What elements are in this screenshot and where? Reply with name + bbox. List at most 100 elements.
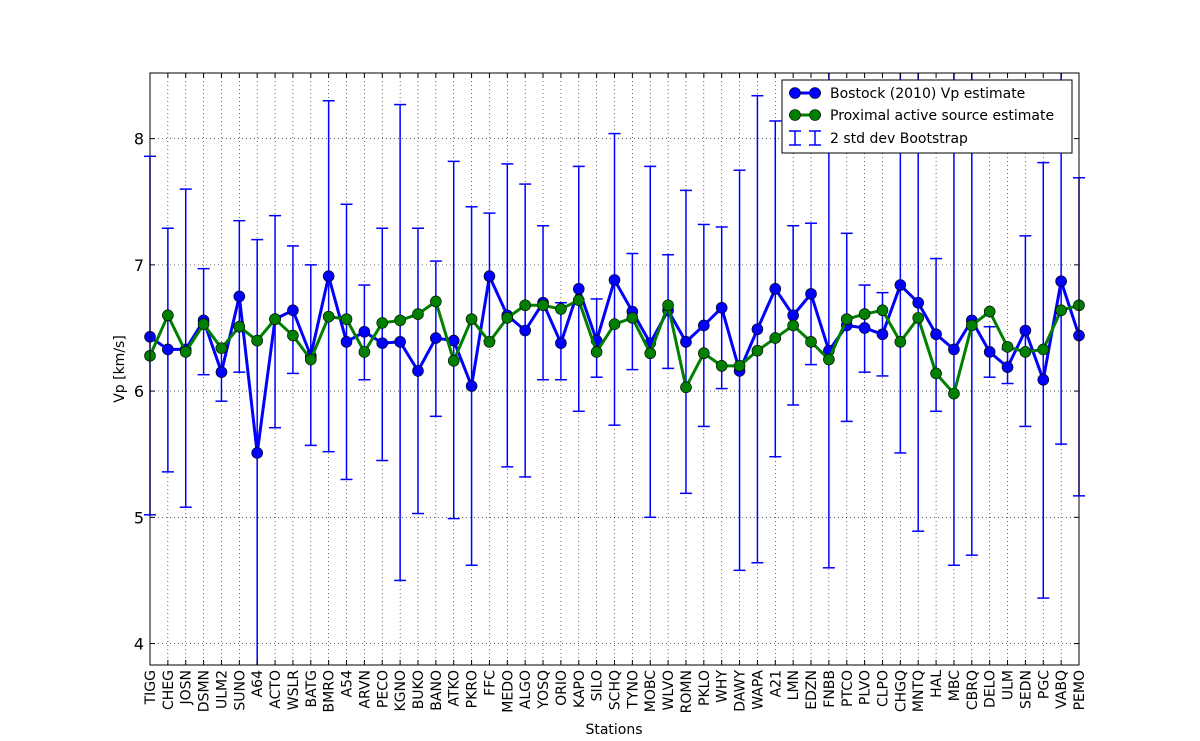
proximal-point — [215, 342, 228, 354]
bostock-point — [215, 366, 228, 378]
proximal-point — [304, 353, 317, 366]
proximal-point — [823, 353, 835, 366]
bostock-point — [394, 336, 406, 348]
proximal-point — [876, 304, 889, 317]
x-tick-label: CBRQ — [965, 670, 981, 710]
x-tick-label: FNBB — [822, 670, 838, 708]
bostock-point — [715, 301, 728, 314]
bostock-point — [340, 336, 353, 348]
proximal-point — [858, 308, 871, 320]
x-tick-label: ACTO — [268, 670, 284, 709]
x-tick-label: CHGQ — [893, 670, 909, 712]
proximal-point — [662, 299, 674, 312]
x-tick-label: KGNO — [393, 670, 409, 712]
x-tick-label: A54 — [340, 670, 356, 697]
y-tick-label: 8 — [134, 130, 144, 149]
x-tick-label: YOSQ — [536, 670, 552, 710]
bostock-point — [287, 304, 299, 317]
x-tick-label: DAWY — [733, 670, 749, 712]
proximal-point — [644, 347, 657, 360]
bostock-point — [572, 283, 585, 295]
x-tick-label: JOSN — [179, 670, 195, 706]
x-tick-label: SCHQ — [608, 670, 624, 710]
series-layer — [144, 270, 1085, 459]
x-tick-label: MEDO — [500, 670, 516, 713]
x-tick-label: BATG — [304, 670, 320, 708]
proximal-point — [608, 318, 621, 330]
legend-proximal-marker — [809, 109, 821, 121]
x-tick-label: LMN — [786, 670, 802, 700]
legend-proximal-marker — [789, 109, 801, 121]
x-tick-label: FFC — [482, 670, 498, 696]
proximal-point — [1001, 341, 1014, 353]
bostock-point — [876, 328, 889, 341]
x-tick-label: BUKO — [411, 670, 427, 709]
x-tick-label: VABQ — [1054, 670, 1070, 709]
legend: Bostock (2010) Vp estimate Proximal acti… — [781, 79, 1073, 154]
bostock-point — [983, 346, 996, 358]
proximal-point — [233, 320, 246, 333]
proximal-point — [340, 313, 353, 325]
x-tick-label: HAL — [929, 670, 945, 698]
proximal-point — [966, 319, 978, 332]
proximal-point — [590, 346, 603, 358]
proximal-point — [447, 354, 460, 367]
x-axis: TIGG CHEG JOSN DSMN ULM2 SUNO A64 ACTO WSLR BATG B… — [143, 73, 1088, 713]
legend-bostock-marker — [789, 87, 801, 99]
x-tick-label: A21 — [768, 670, 784, 697]
x-tick-label: PKLO — [697, 670, 713, 706]
proximal-point — [287, 329, 299, 342]
proximal-point — [376, 317, 389, 329]
x-tick-label: MBC — [947, 670, 963, 701]
proximal-point — [501, 312, 514, 324]
proximal-point — [787, 319, 799, 332]
bostock-point — [430, 332, 442, 344]
proximal-point — [465, 313, 478, 325]
proximal-point — [572, 294, 585, 307]
bostock-point — [251, 447, 263, 459]
proximal-point — [394, 314, 406, 327]
bostock-point — [608, 274, 621, 286]
bostock-point — [858, 322, 871, 334]
bostock-point — [358, 325, 371, 338]
bostock-point — [412, 365, 424, 377]
x-tick-label: WAPA — [750, 670, 766, 710]
x-tick-label: KAPO — [572, 670, 588, 708]
proximal-point — [430, 295, 442, 308]
bostock-point — [787, 309, 799, 322]
x-tick-label: ARVN — [357, 670, 373, 709]
y-axis: 4 5 6 7 8 — [134, 130, 1079, 654]
x-tick-label: PEMO — [1072, 670, 1088, 710]
x-tick-label: PKRO — [465, 670, 481, 708]
proximal-point — [626, 312, 639, 324]
proximal-point — [930, 367, 942, 380]
bostock-point — [162, 343, 174, 356]
x-tick-label: DSMN — [197, 670, 213, 712]
proximal-point — [680, 381, 692, 394]
bostock-point — [1055, 275, 1067, 288]
y-tick-label: 6 — [134, 382, 144, 401]
proximal-point — [1055, 304, 1067, 317]
x-tick-label: ATKO — [447, 670, 463, 706]
legend-bostock-label: Bostock (2010) Vp estimate — [830, 86, 1025, 102]
proximal-point — [751, 344, 764, 357]
bostock-point — [769, 283, 782, 295]
proximal-point — [269, 313, 281, 325]
x-tick-label: SEDN — [1018, 670, 1034, 709]
bostock-point — [930, 328, 942, 341]
proximal-point — [769, 332, 782, 344]
x-tick-label: ROMN — [679, 670, 695, 713]
bostock-point — [555, 337, 567, 349]
proximal-point — [948, 387, 960, 400]
proximal-point — [1019, 346, 1032, 358]
legend-bostock-marker — [809, 87, 821, 99]
proximal-point — [162, 309, 174, 322]
bostock-point — [912, 296, 925, 309]
y-tick-label: 7 — [134, 256, 144, 275]
x-tick-label: ULM2 — [214, 670, 230, 709]
bostock-point — [698, 319, 710, 332]
x-tick-label: PLVO — [858, 670, 874, 705]
x-tick-label: TIGG — [143, 670, 159, 705]
proximal-point — [537, 299, 549, 312]
proximal-point — [322, 310, 335, 323]
